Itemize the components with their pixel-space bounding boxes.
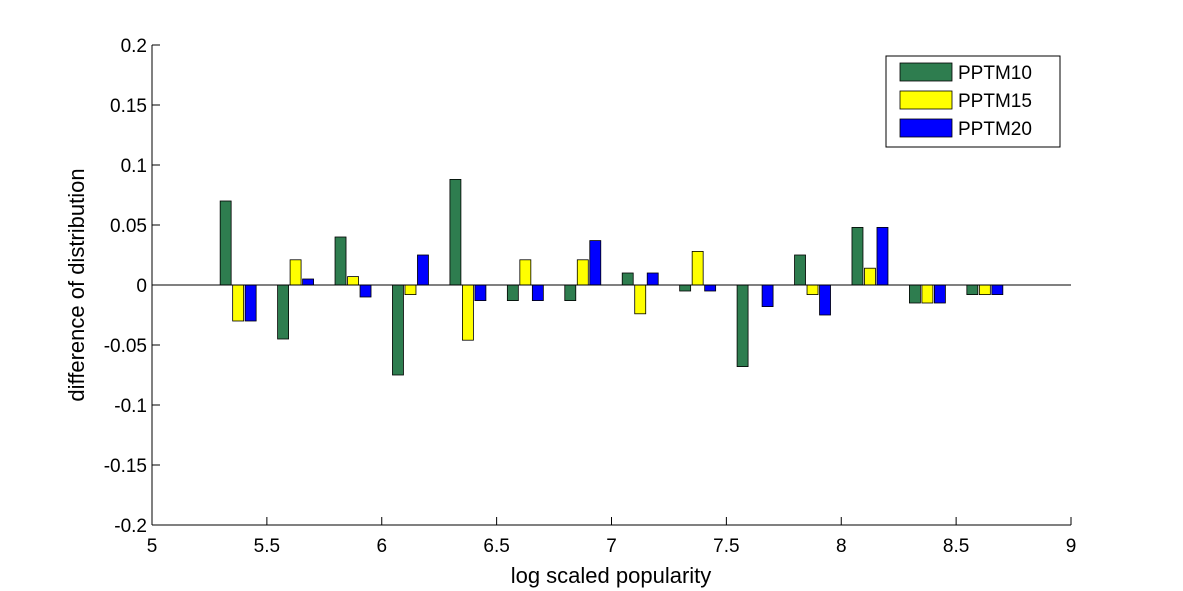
x-tick-label: 7.5 [713, 536, 739, 557]
bar-pptm20-7 [646, 272, 659, 286]
bar-pptm10-13 [966, 284, 979, 296]
bar-pptm10-0 [219, 200, 232, 286]
bar-pptm10-6 [564, 284, 577, 302]
bar-pptm15-11 [864, 267, 876, 286]
bar-pptm10-11 [851, 226, 864, 286]
axes-group: -0.2 -0.15 -0.1 -0.05 0 0.05 0.1 0.15 0.2 5 5.5 6 6.… [104, 36, 1077, 557]
bar-pptm20-9 [761, 284, 774, 308]
x-tick-label: 6.5 [483, 536, 509, 557]
x-tick-label: 7 [606, 536, 617, 557]
bar-pptm20-8 [704, 284, 717, 292]
bar-pptm15-13 [978, 284, 991, 296]
y-tick-label: -0.1 [114, 396, 147, 417]
x-tick-label: 8.5 [943, 536, 969, 557]
bar-pptm15-1 [289, 259, 302, 286]
bar-pptm10-9 [736, 284, 749, 367]
bar-pptm15-10 [806, 284, 819, 296]
bar-pptm15-12 [921, 284, 934, 304]
x-tick-label: 9 [1066, 536, 1077, 557]
x-tick-label: 5.5 [254, 536, 280, 557]
bar-pptm10-1 [277, 284, 289, 340]
bar-pptm10-3 [392, 284, 404, 376]
bar-pptm10-4 [449, 178, 462, 286]
y-tick-label: 0.2 [121, 36, 147, 57]
bars-group [219, 178, 1004, 376]
bar-pptm20-11 [876, 226, 889, 286]
bar-pptm20-1 [302, 278, 314, 286]
x-tick-label: 5 [147, 536, 158, 557]
x-tick-label: 8 [836, 536, 847, 557]
bar-pptm20-10 [819, 284, 831, 316]
legend-swatch-pptm15 [899, 90, 953, 110]
y-axis-label: difference of distribution [64, 168, 89, 401]
y-tick-label: 0.1 [121, 156, 147, 177]
bar-pptm15-5 [519, 259, 532, 286]
x-axis-label: log scaled popularity [511, 563, 712, 588]
bar-pptm10-2 [334, 236, 347, 286]
bar-pptm20-0 [244, 284, 257, 322]
y-tick-label: 0 [136, 276, 147, 297]
legend-label-pptm10: PPTM10 [958, 63, 1032, 84]
y-tick-label: 0.15 [110, 96, 147, 117]
bar-pptm15-2 [347, 276, 359, 286]
bar-pptm20-5 [531, 284, 544, 302]
bar-pptm20-3 [417, 254, 429, 286]
y-tick-label: -0.05 [104, 336, 147, 357]
legend-swatch-pptm10 [899, 62, 953, 82]
bar-pptm10-7 [621, 272, 634, 286]
bar-pptm10-10 [794, 254, 806, 286]
x-tick-label: 6 [376, 536, 387, 557]
bar-pptm20-6 [589, 240, 602, 286]
bar-pptm15-3 [404, 284, 417, 296]
bar-pptm10-8 [679, 284, 692, 292]
bar-pptm10-5 [506, 284, 519, 302]
legend-swatch-pptm20 [899, 118, 953, 138]
bar-pptm15-6 [576, 259, 589, 286]
legend-label-pptm15: PPTM15 [958, 91, 1032, 112]
bar-pptm15-0 [232, 284, 245, 322]
bar-pptm20-13 [991, 284, 1004, 296]
legend-label-pptm20: PPTM20 [958, 119, 1032, 140]
y-tick-label: -0.15 [104, 456, 147, 477]
legend: PPTM10 PPTM15 PPTM20 [885, 55, 1061, 148]
bar-pptm20-12 [934, 284, 946, 304]
bar-pptm15-4 [462, 284, 474, 341]
bar-pptm15-7 [634, 284, 647, 315]
bar-pptm15-8 [691, 250, 704, 286]
bar-pptm20-4 [474, 284, 487, 302]
y-tick-label: -0.2 [114, 516, 147, 537]
y-tick-label: 0.05 [110, 216, 147, 237]
bar-pptm10-12 [909, 284, 921, 304]
bar-pptm20-2 [359, 284, 372, 298]
